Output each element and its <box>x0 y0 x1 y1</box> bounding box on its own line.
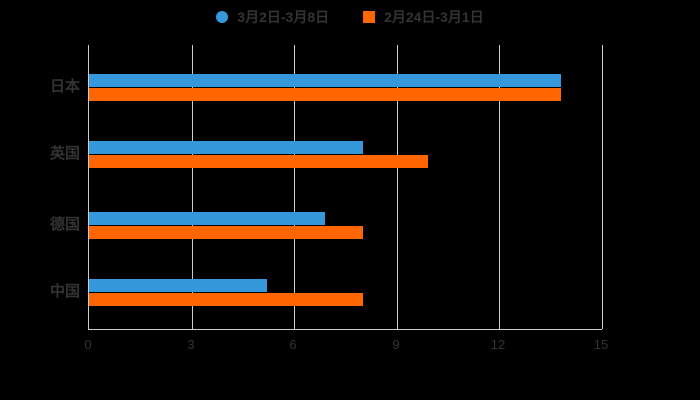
legend-item-previous-week[interactable]: 2月24日-3月1日 <box>363 7 484 27</box>
x-tick-label: 12 <box>490 337 506 352</box>
x-tick-label: 3 <box>187 337 195 352</box>
gridline <box>397 45 398 329</box>
x-tick-label: 15 <box>593 337 609 352</box>
category-label: 德国 <box>49 215 80 233</box>
bar-series1-日本 <box>89 74 561 87</box>
x-tick-label: 0 <box>84 337 92 352</box>
legend-item-current-week[interactable]: 3月2日-3月8日 <box>216 7 329 27</box>
legend-circle-icon <box>216 11 229 23</box>
bar-series2-英国 <box>89 155 428 168</box>
legend-label-previous-week: 2月24日-3月1日 <box>384 9 484 25</box>
category-label: 英国 <box>49 144 80 162</box>
x-tick-label: 6 <box>289 337 297 352</box>
plot-area <box>88 45 603 330</box>
gridline <box>294 45 295 329</box>
bar-series1-中国 <box>89 279 267 292</box>
bar-series1-德国 <box>89 212 325 225</box>
gridline <box>499 45 500 329</box>
category-label: 中国 <box>49 282 80 300</box>
bar-series1-英国 <box>89 141 363 154</box>
gridline <box>192 45 193 329</box>
legend: 3月2日-3月8日 2月24日-3月1日 <box>0 7 700 27</box>
legend-square-icon <box>363 11 376 23</box>
legend-label-current-week: 3月2日-3月8日 <box>237 9 330 25</box>
category-label: 日本 <box>49 77 80 95</box>
gridline <box>602 45 603 329</box>
bar-series2-日本 <box>89 88 561 101</box>
bar-series2-德国 <box>89 226 363 239</box>
bar-series2-中国 <box>89 293 363 306</box>
x-tick-label: 9 <box>392 337 400 352</box>
